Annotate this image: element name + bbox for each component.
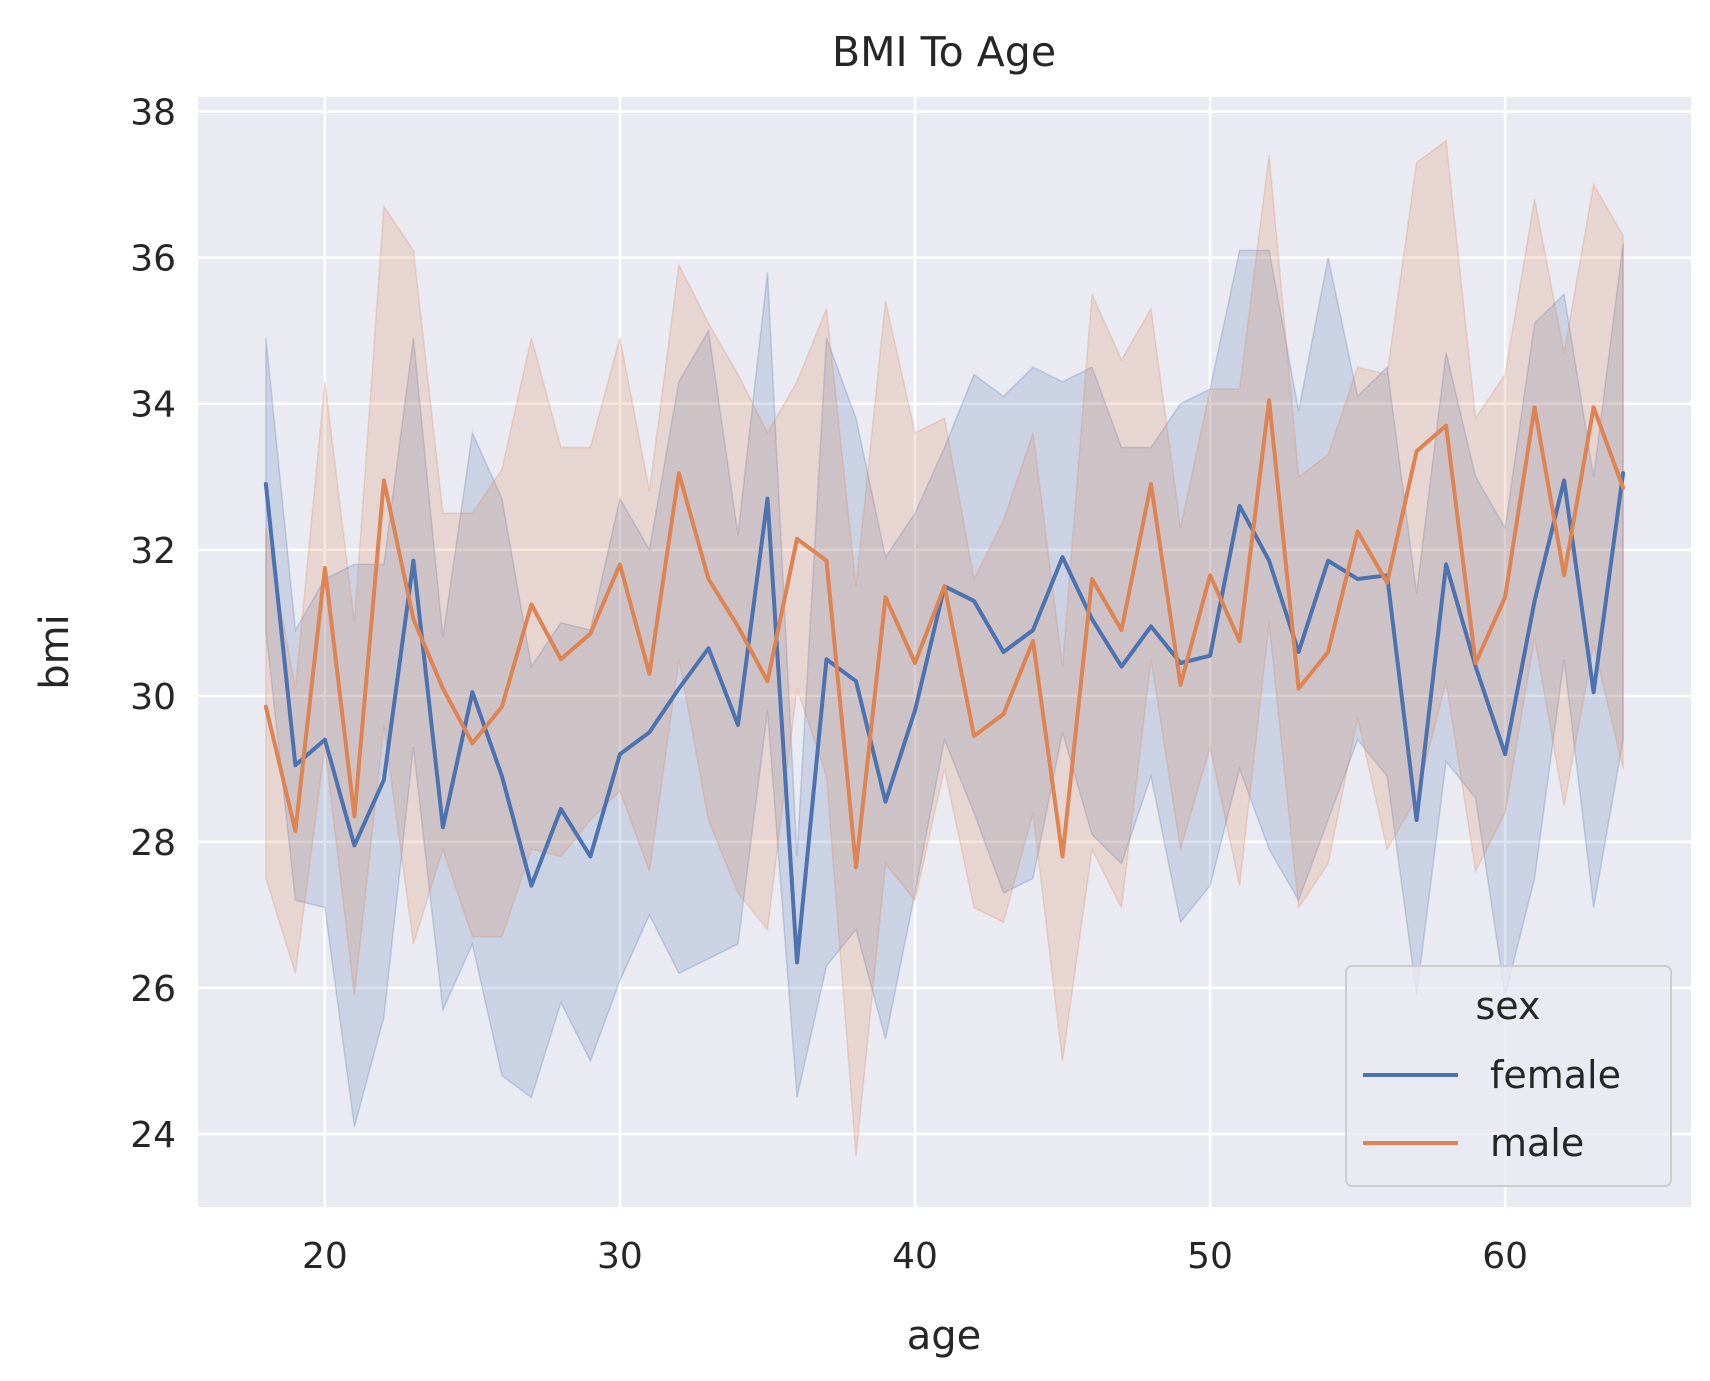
x-tick-label: 40 — [892, 1236, 938, 1277]
y-tick-label: 36 — [130, 239, 176, 280]
legend-label-male: male — [1490, 1121, 1584, 1165]
confidence-band-female — [265, 243, 1624, 1127]
legend-title: sex — [1476, 984, 1541, 1028]
x-tick-label: 50 — [1187, 1236, 1233, 1277]
y-axis-label: bmi — [32, 614, 78, 689]
x-tick-label: 20 — [302, 1236, 348, 1277]
x-tick-label: 30 — [597, 1236, 643, 1277]
x-axis-label: age — [907, 1313, 982, 1359]
legend: sex female male — [1345, 965, 1672, 1187]
x-tick-labels: 20 30 40 50 60 — [302, 1236, 1528, 1277]
y-tick-label: 30 — [130, 677, 176, 718]
legend-label-female: female — [1490, 1053, 1621, 1097]
y-tick-label: 28 — [130, 823, 176, 864]
y-tick-labels: 24 26 28 30 32 34 36 38 — [130, 93, 176, 1156]
series-line-male — [263, 398, 1626, 870]
y-tick-label: 26 — [130, 969, 176, 1010]
x-tick-label: 60 — [1482, 1236, 1528, 1277]
series-lines — [263, 398, 1626, 965]
y-tick-label: 34 — [130, 385, 176, 426]
y-tick-label: 32 — [130, 531, 176, 572]
confidence-bands — [265, 139, 1624, 1156]
legend-box — [1345, 965, 1672, 1187]
y-tick-label: 24 — [130, 1115, 176, 1156]
y-tick-label: 38 — [130, 93, 176, 134]
chart-title: BMI To Age — [832, 28, 1056, 76]
confidence-band-male — [265, 139, 1624, 1156]
